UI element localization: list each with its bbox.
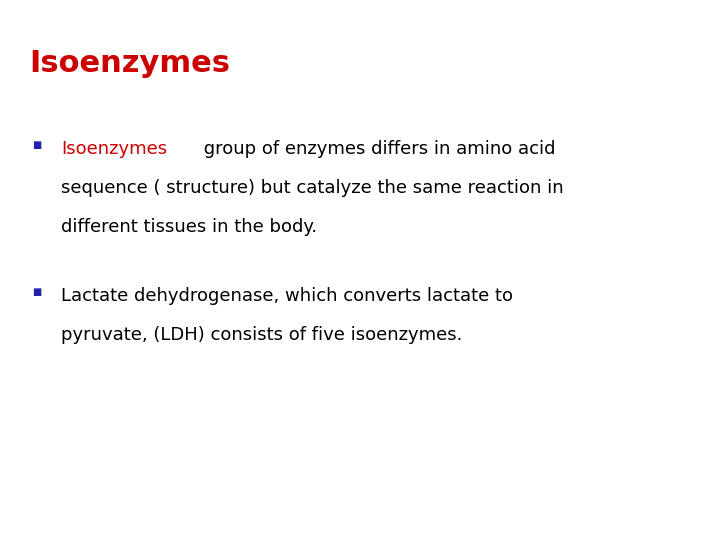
Text: Isoenzymes: Isoenzymes [29,49,230,78]
Text: ■: ■ [32,140,42,151]
Text: sequence ( structure) but catalyze the same reaction in: sequence ( structure) but catalyze the s… [61,179,564,197]
Text: different tissues in the body.: different tissues in the body. [61,218,318,236]
Text: group of enzymes differs in amino acid: group of enzymes differs in amino acid [198,140,556,158]
Text: Isoenzymes: Isoenzymes [61,140,167,158]
Text: pyruvate, (LDH) consists of five isoenzymes.: pyruvate, (LDH) consists of five isoenzy… [61,326,462,343]
Text: ■: ■ [32,287,42,297]
Text: Lactate dehydrogenase, which converts lactate to: Lactate dehydrogenase, which converts la… [61,287,513,305]
